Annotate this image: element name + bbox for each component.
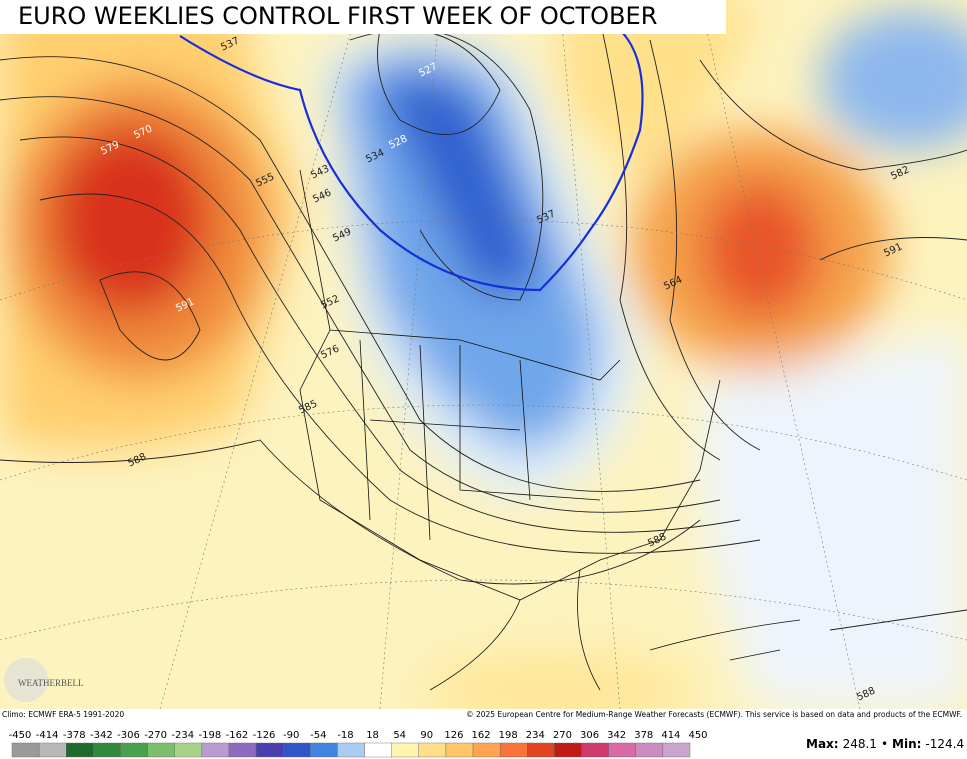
colorbar-label: -126 [253, 730, 276, 741]
colorbar-swatch [93, 742, 121, 758]
copyright: © 2025 European Centre for Medium-Range … [466, 710, 962, 719]
colorbar-label: -90 [283, 730, 299, 741]
colorbar-label: -162 [226, 730, 249, 741]
colorbar-swatch [11, 742, 40, 758]
colorbar-label: 54 [393, 730, 406, 741]
colorbar-label: -342 [90, 730, 113, 741]
highlight-contour [179, 29, 644, 292]
colorbar-swatch [337, 742, 365, 758]
colorbar-swatch [120, 742, 148, 758]
graticule [0, 0, 967, 710]
colorbar-label: -306 [117, 730, 140, 741]
min-label: Min: [892, 737, 921, 751]
colorbar-label: 378 [634, 730, 653, 741]
title: EURO WEEKLIES CONTROL FIRST WEEK OF OCTO… [18, 2, 657, 30]
colorbar-label: -198 [198, 730, 221, 741]
colorbar-swatch [554, 742, 582, 758]
logo: WEATHERBELL [18, 678, 84, 688]
colorbar-label: -450 [9, 730, 32, 741]
colorbar-swatch [364, 742, 392, 758]
max-value: 248.1 [843, 737, 877, 751]
colorbar-swatch [472, 742, 501, 758]
colorbar: -450 -414 -378 -342 -306 -270 -234 -198 -162 -126… [9, 730, 708, 758]
colorbar-swatch [445, 742, 474, 758]
colorbar-label: 270 [553, 730, 572, 741]
colorbar-label: 126 [444, 730, 463, 741]
colorbar-swatch [418, 742, 447, 758]
min-value: -124.4 [925, 737, 964, 751]
colorbar-swatch [255, 742, 284, 758]
colorbar-label: -18 [337, 730, 353, 741]
colorbar-label: -414 [36, 730, 59, 741]
colorbar-label: 342 [607, 730, 626, 741]
colorbar-label: 18 [366, 730, 379, 741]
colorbar-label: 306 [580, 730, 599, 741]
colorbar-label: -270 [144, 730, 167, 741]
colorbar-swatch [228, 742, 257, 758]
colorbar-swatch [38, 742, 67, 758]
colorbar-swatch [310, 742, 338, 758]
colorbar-label: 450 [688, 730, 707, 741]
colorbar-swatch [174, 742, 203, 758]
logo-icon [4, 658, 48, 702]
colorbar-swatch [499, 742, 528, 758]
colorbar-label: -54 [310, 730, 326, 741]
colorbar-label: -378 [63, 730, 86, 741]
colorbar-swatch [391, 742, 419, 758]
max-label: Max: [806, 737, 839, 751]
colorbar-swatch [662, 742, 691, 758]
colorbar-label: 198 [499, 730, 518, 741]
climo-note: Climo: ECMWF ERA-5 1991-2020 [2, 710, 124, 719]
height-contours [0, 19, 967, 631]
title-box [0, 0, 726, 34]
colorbar-swatch [635, 742, 664, 758]
stats: Max: 248.1 • Min: -124.4 [806, 737, 964, 751]
colorbar-swatch [527, 742, 555, 758]
colorbar-label: 162 [471, 730, 490, 741]
colorbar-label: 414 [661, 730, 680, 741]
colorbar-swatch [66, 742, 94, 758]
colorbar-swatch [201, 742, 230, 758]
colorbar-label: -234 [171, 730, 194, 741]
political-boundaries [299, 169, 801, 691]
separator: • [881, 737, 888, 751]
colorbar-swatch [147, 742, 175, 758]
colorbar-swatch [581, 742, 609, 758]
colorbar-label: 234 [526, 730, 545, 741]
colorbar-label: 90 [420, 730, 433, 741]
colorbar-swatch [608, 742, 636, 758]
colorbar-swatch [283, 742, 311, 758]
